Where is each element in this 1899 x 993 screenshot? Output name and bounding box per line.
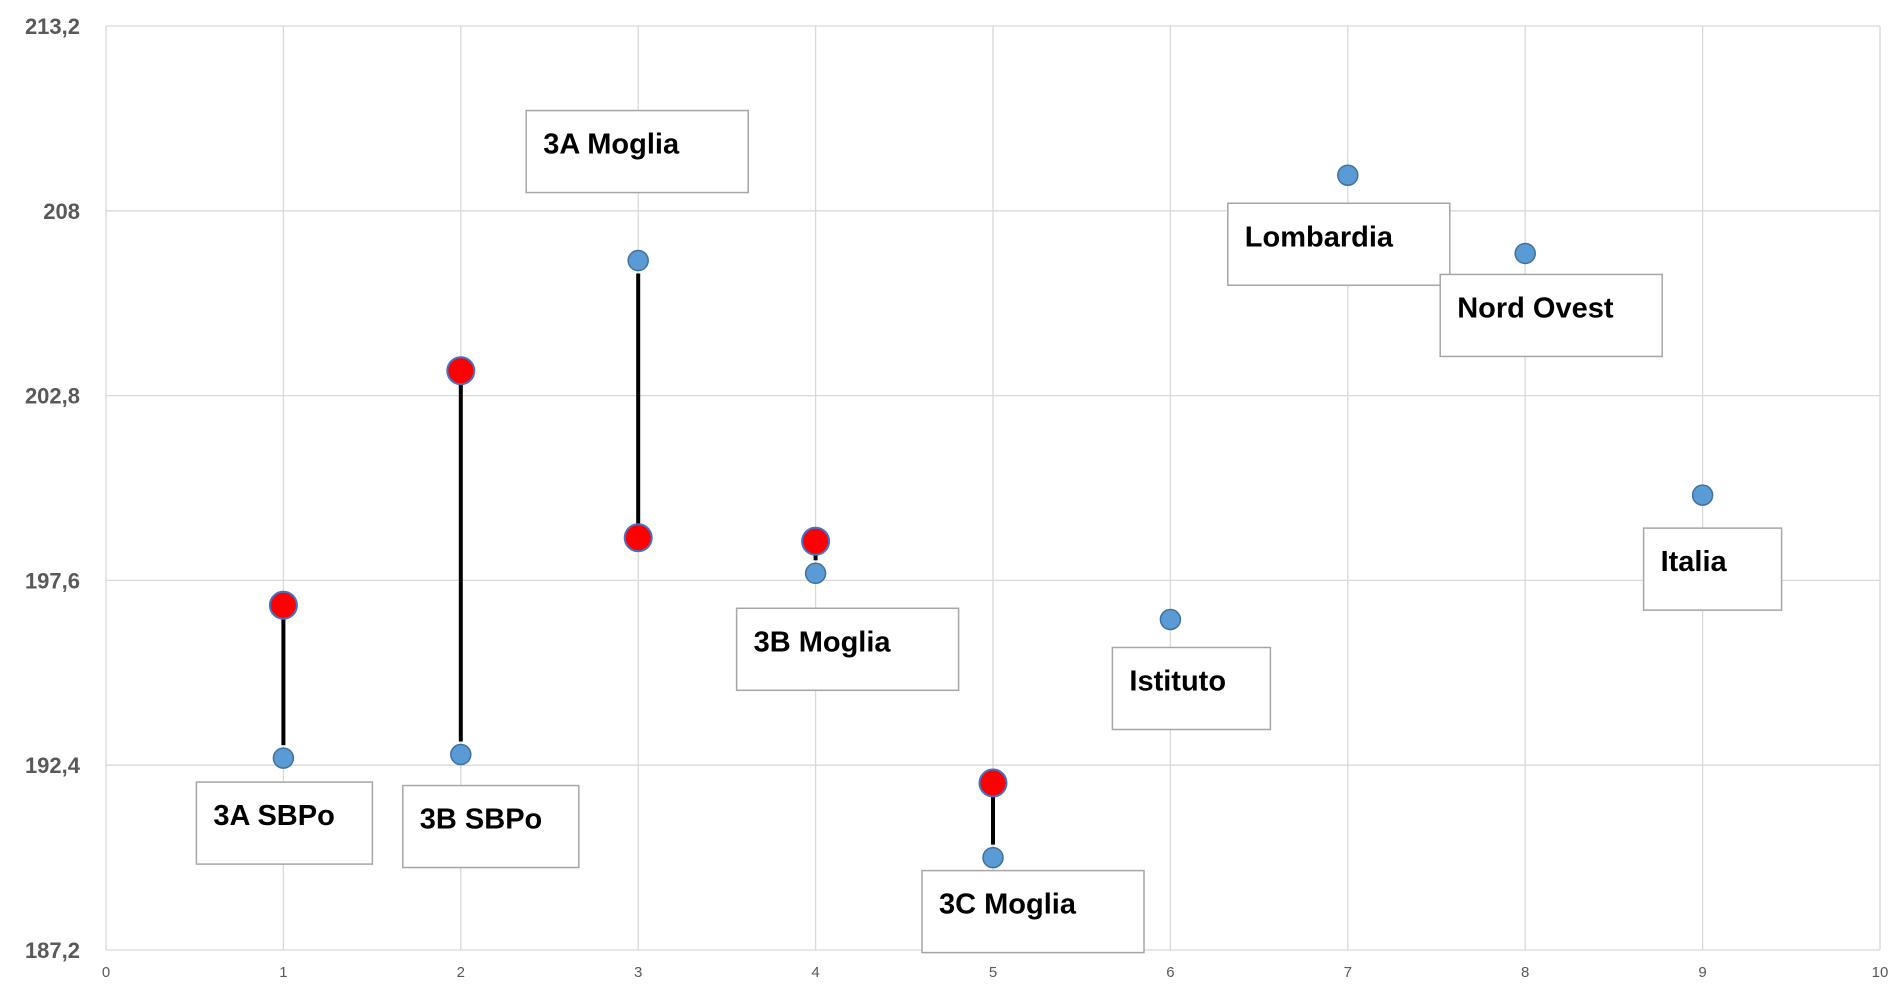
red-point (801, 526, 831, 556)
data-label-text: Italia (1661, 546, 1728, 578)
gridlines (105, 25, 1881, 951)
red-point (623, 523, 653, 553)
data-label-text: 3B Moglia (754, 626, 892, 658)
x-tick-label: 1 (279, 964, 287, 981)
red-point (978, 768, 1008, 798)
data-label-text: Lombardia (1245, 221, 1394, 253)
red-point (446, 356, 476, 386)
data-label-text: 3A Moglia (543, 129, 680, 161)
y-axis-tick-labels: 187,2 192,4 197,6 202,8 208 213,2 (25, 14, 81, 963)
data-labels: 3A SBPo 3B SBPo 3A Moglia 3B Moglia 3C Mogli… (195, 109, 1783, 954)
data-label-box (735, 607, 960, 692)
data-label-text: Nord Ovest (1457, 292, 1614, 324)
x-tick-label: 4 (811, 964, 819, 981)
x-axis-tick-labels: 0 1 2 3 4 5 6 7 8 9 10 (102, 964, 1889, 981)
x-tick-label: 8 (1521, 964, 1529, 981)
data-label-box (195, 781, 374, 865)
data-label-box (1227, 202, 1451, 287)
blue-point (804, 562, 827, 585)
data-label-text: 3C Moglia (939, 889, 1077, 921)
connector-lines (281, 273, 995, 845)
data-label-box (525, 109, 749, 194)
x-tick-label: 2 (457, 964, 465, 981)
data-label-text: Istituto (1129, 665, 1226, 697)
blue-point (1691, 484, 1714, 506)
y-tick-label: 202,8 (25, 384, 80, 409)
y-tick-label: 187,2 (25, 938, 80, 963)
blue-point (450, 743, 472, 766)
blue-point (627, 249, 649, 272)
data-label-box (402, 784, 580, 869)
y-tick-label: 213,2 (25, 14, 80, 39)
blue-point (1337, 164, 1359, 187)
x-tick-label: 9 (1698, 964, 1706, 981)
x-tick-label: 6 (1166, 964, 1174, 981)
x-tick-label: 7 (1344, 964, 1352, 981)
data-label-text: 3A SBPo (213, 800, 334, 832)
red-points (268, 356, 1008, 798)
y-tick-label: 208 (43, 199, 80, 224)
data-label-text: 3B SBPo (420, 804, 542, 836)
x-tick-label: 5 (989, 964, 997, 981)
blue-point (1514, 242, 1536, 265)
data-label-box (921, 869, 1145, 954)
blue-point (982, 846, 1004, 869)
x-tick-label: 0 (102, 964, 110, 981)
data-label-box (1439, 273, 1663, 358)
x-tick-label: 10 (1872, 964, 1889, 981)
x-tick-label: 3 (634, 964, 642, 981)
red-point (268, 590, 298, 620)
blue-point (1159, 608, 1182, 631)
y-tick-label: 192,4 (25, 753, 81, 778)
data-label-box (1111, 646, 1272, 731)
data-label-box (1642, 527, 1783, 611)
y-tick-label: 197,6 (25, 568, 80, 593)
blue-points (272, 164, 1714, 869)
blue-point (272, 747, 295, 769)
